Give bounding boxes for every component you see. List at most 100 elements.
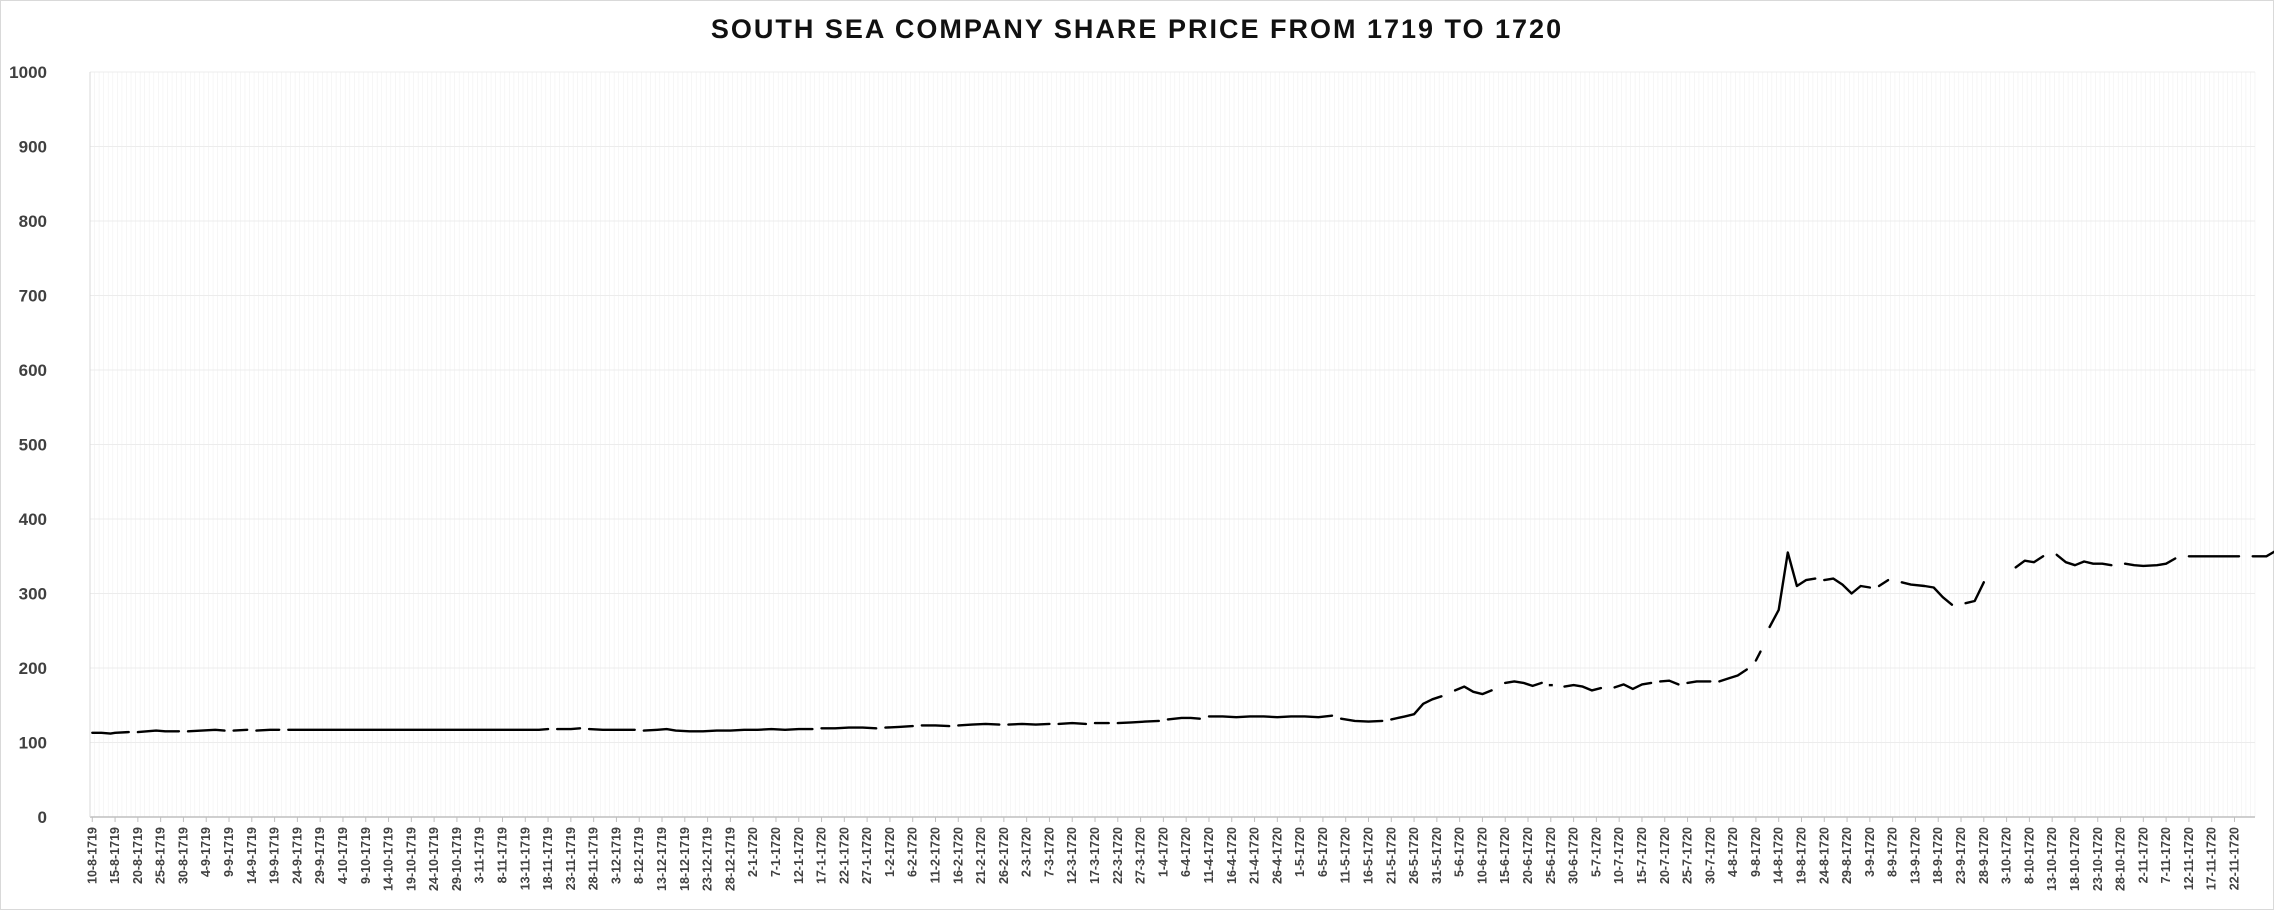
price-line-segment [1900, 581, 1954, 606]
x-tick-label: 9-8-1720 [1749, 827, 1763, 877]
x-tick-label: 10-8-1719 [85, 827, 99, 884]
price-line-segment [287, 727, 550, 731]
x-tick-label: 30-8-1719 [176, 827, 190, 884]
price-line-segment [2251, 550, 2274, 558]
y-tick-label: 100 [19, 734, 47, 753]
price-line-segment [1686, 680, 1712, 685]
x-tick-label: 28-9-1720 [1977, 827, 1991, 884]
x-tick-label: 28-12-1719 [723, 827, 737, 891]
x-tick-label: 22-3-1720 [1111, 827, 1125, 884]
x-tick-label: 28-11-1719 [587, 827, 601, 890]
x-tick-label: 25-7-1720 [1681, 827, 1695, 884]
price-line-segment [556, 727, 582, 731]
x-tick-label: 9-9-1719 [222, 827, 236, 877]
price-line-segment [1339, 717, 1384, 723]
x-axis-tick-labels: 10-8-1719 15-8-1719 20-8-1719 25-8-1719 30-8… [85, 817, 2241, 891]
price-line-segment [642, 727, 814, 733]
x-tick-label: 17-1-1720 [815, 827, 829, 884]
x-tick-label: 25-6-1720 [1544, 827, 1558, 884]
x-tick-label: 26-5-1720 [1407, 827, 1421, 884]
price-line-segment [587, 727, 636, 731]
x-tick-label: 2-1-1720 [746, 827, 760, 877]
x-tick-label: 14-10-1719 [382, 827, 396, 891]
x-tick-label: 25-8-1719 [154, 827, 168, 884]
x-tick-label: 19-8-1720 [1794, 827, 1808, 884]
chart-title: SOUTH SEA COMPANY SHARE PRICE FROM 1719 … [710, 14, 1564, 44]
price-line-segment [1207, 714, 1334, 719]
x-tick-label: 10-6-1720 [1475, 827, 1489, 884]
x-tick-label: 30-6-1720 [1567, 827, 1581, 884]
x-tick-label: 18-12-1719 [678, 827, 692, 891]
x-tick-label: 6-4-1720 [1179, 827, 1193, 877]
x-tick-label: 24-9-1719 [290, 827, 304, 884]
gridlines [89, 71, 2256, 818]
price-line-segment [2055, 553, 2113, 567]
price-line-segment [820, 726, 878, 730]
price-line-segment [91, 730, 130, 735]
x-tick-label: 29-10-1719 [450, 827, 464, 891]
price-line-segment [1116, 719, 1161, 725]
x-tick-label: 17-11-1720 [2205, 827, 2219, 890]
price-series [91, 550, 2274, 735]
x-tick-label: 8-11-1719 [495, 827, 509, 883]
x-tick-label: 6-2-1720 [906, 827, 920, 877]
y-tick-label: 700 [19, 287, 47, 306]
y-tick-label: 200 [19, 659, 47, 678]
x-tick-label: 2-11-1720 [2136, 827, 2150, 883]
x-tick-label: 7-1-1720 [769, 827, 783, 877]
price-line-segment [1453, 685, 1493, 696]
price-line-segment [1390, 695, 1443, 721]
x-tick-label: 16-2-1720 [951, 827, 965, 884]
price-line-segment [884, 724, 914, 729]
x-tick-label: 16-5-1720 [1361, 827, 1375, 884]
x-tick-label: 13-12-1719 [655, 827, 669, 891]
x-tick-label: 26-2-1720 [997, 827, 1011, 884]
x-tick-label: 8-12-1719 [632, 827, 646, 884]
x-tick-label: 27-3-1720 [1134, 827, 1148, 884]
x-tick-label: 3-11-1719 [473, 827, 487, 883]
x-tick-label: 29-9-1719 [313, 827, 327, 884]
x-tick-label: 14-8-1720 [1772, 827, 1786, 884]
x-tick-label: 23-10-1720 [2091, 827, 2105, 891]
price-line-segment [1964, 581, 1986, 605]
price-line-segment [957, 722, 1001, 727]
price-line-segment [1754, 650, 1762, 662]
x-tick-label: 3-10-1720 [2000, 827, 2014, 884]
x-tick-label: 11-2-1720 [928, 827, 942, 883]
x-tick-label: 7-3-1720 [1042, 827, 1056, 877]
x-tick-label: 10-7-1720 [1612, 827, 1626, 884]
x-tick-label: 4-9-1719 [199, 827, 213, 877]
x-tick-label: 15-6-1720 [1498, 827, 1512, 884]
x-tick-label: 13-9-1720 [1908, 827, 1922, 884]
x-tick-label: 11-4-1720 [1202, 827, 1216, 883]
x-tick-label: 15-8-1719 [108, 827, 122, 884]
y-tick-label: 0 [38, 808, 47, 827]
x-tick-label: 5-6-1720 [1453, 827, 1467, 877]
x-tick-label: 22-11-1720 [2227, 827, 2241, 890]
price-line-segment [920, 724, 951, 728]
price-line-segment [1166, 716, 1202, 721]
x-tick-label: 12-3-1720 [1065, 827, 1079, 884]
x-tick-label: 24-8-1720 [1817, 827, 1831, 884]
y-tick-label: 900 [19, 138, 47, 157]
x-tick-label: 24-10-1719 [427, 827, 441, 891]
axes [89, 72, 2255, 818]
x-tick-label: 29-8-1720 [1840, 827, 1854, 884]
x-tick-label: 9-10-1719 [359, 827, 373, 884]
price-line-segment [1613, 681, 1653, 691]
x-tick-label: 18-11-1719 [541, 827, 555, 890]
x-tick-label: 21-4-1720 [1248, 827, 1262, 884]
x-tick-label: 2-3-1720 [1020, 827, 1034, 877]
x-tick-label: 11-5-1720 [1339, 827, 1353, 883]
x-tick-label: 5-7-1720 [1589, 827, 1603, 877]
price-line-segment [136, 729, 181, 734]
price-line-segment [232, 728, 249, 732]
x-tick-label: 15-7-1720 [1635, 827, 1649, 884]
x-tick-label: 28-10-1720 [2114, 827, 2128, 891]
y-tick-label: 300 [19, 585, 47, 604]
x-tick-label: 19-9-1719 [268, 827, 282, 884]
x-tick-label: 21-2-1720 [974, 827, 988, 884]
x-tick-label: 20-7-1720 [1658, 827, 1672, 884]
price-line-segment [1768, 551, 1817, 629]
